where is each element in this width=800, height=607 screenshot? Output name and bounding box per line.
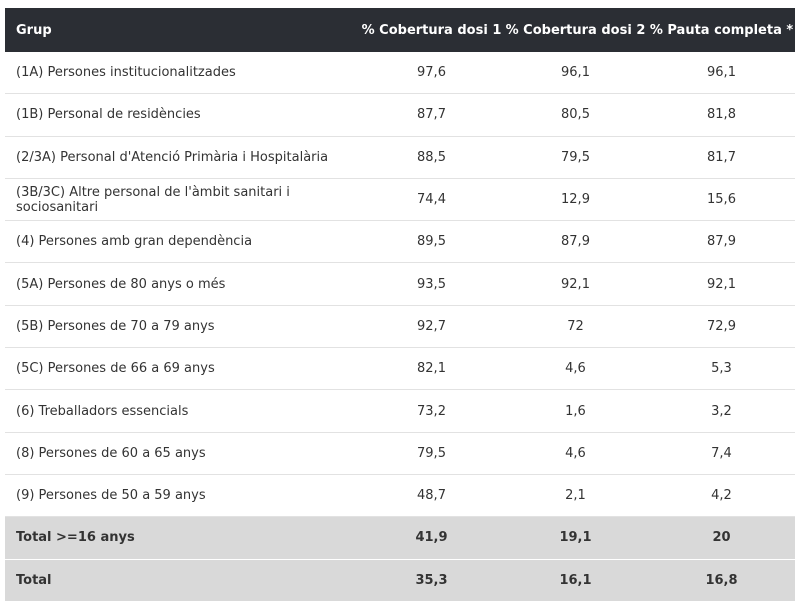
table-row: Total >=16 anys 41,9 19,1 20 bbox=[5, 516, 795, 560]
value-cell: 92,1 bbox=[648, 262, 795, 306]
header-row: Grup% Cobertura dosi 1% Cobertura dosi 2… bbox=[5, 8, 795, 52]
value-cell: 88,5 bbox=[360, 136, 503, 179]
header-cell: % Pauta completa * bbox=[648, 8, 795, 52]
value-cell: 7,4 bbox=[648, 432, 795, 475]
table-row: (6) Treballadors essencials 73,2 1,6 3,2 bbox=[5, 389, 795, 433]
value-cell: 97,6 bbox=[360, 52, 503, 95]
value-cell: 3,2 bbox=[648, 389, 795, 433]
coverage-table: Grup% Cobertura dosi 1% Cobertura dosi 2… bbox=[5, 8, 795, 602]
header-cell: % Cobertura dosi 2 bbox=[503, 8, 648, 52]
group-cell: Total bbox=[5, 559, 360, 602]
table-row: (5B) Persones de 70 a 79 anys 92,7 72 72,9 bbox=[5, 305, 795, 349]
group-cell: (1A) Persones institucionalitzades bbox=[5, 52, 360, 95]
value-cell: 73,2 bbox=[360, 389, 503, 433]
table-row: (1B) Personal de residències 87,7 80,5 81,8 bbox=[5, 93, 795, 137]
value-cell: 74,4 bbox=[360, 178, 503, 222]
table-row: (1A) Persones institucionalitzades 97,6 96… bbox=[5, 52, 795, 95]
value-cell: 20 bbox=[648, 516, 795, 560]
value-cell: 1,6 bbox=[503, 389, 648, 433]
group-cell: Total >=16 anys bbox=[5, 516, 360, 560]
value-cell: 81,8 bbox=[648, 93, 795, 137]
value-cell: 4,6 bbox=[503, 347, 648, 391]
header-cell: Grup bbox=[5, 8, 360, 52]
value-cell: 4,2 bbox=[648, 474, 795, 518]
value-cell: 93,5 bbox=[360, 262, 503, 306]
value-cell: 79,5 bbox=[360, 432, 503, 475]
table-row: (5A) Persones de 80 anys o més 93,5 92,1 92… bbox=[5, 262, 795, 306]
value-cell: 92,7 bbox=[360, 305, 503, 349]
value-cell: 87,9 bbox=[648, 220, 795, 264]
value-cell: 81,7 bbox=[648, 136, 795, 179]
value-cell: 12,9 bbox=[503, 178, 648, 222]
group-cell: (4) Persones amb gran dependència bbox=[5, 220, 360, 264]
value-cell: 82,1 bbox=[360, 347, 503, 391]
value-cell: 72,9 bbox=[648, 305, 795, 349]
value-cell: 87,7 bbox=[360, 93, 503, 137]
value-cell: 96,1 bbox=[648, 52, 795, 95]
group-cell: (5A) Persones de 80 anys o més bbox=[5, 262, 360, 306]
value-cell: 72 bbox=[503, 305, 648, 349]
value-cell: 19,1 bbox=[503, 516, 648, 560]
group-cell: (8) Persones de 60 a 65 anys bbox=[5, 432, 360, 475]
group-cell: (1B) Personal de residències bbox=[5, 93, 360, 137]
value-cell: 92,1 bbox=[503, 262, 648, 306]
group-cell: (9) Persones de 50 a 59 anys bbox=[5, 474, 360, 518]
group-cell: (5C) Persones de 66 a 69 anys bbox=[5, 347, 360, 391]
value-cell: 35,3 bbox=[360, 559, 503, 602]
value-cell: 41,9 bbox=[360, 516, 503, 560]
value-cell: 80,5 bbox=[503, 93, 648, 137]
group-cell: (2/3A) Personal d'Atenció Primària i Hos… bbox=[5, 136, 360, 179]
value-cell: 4,6 bbox=[503, 432, 648, 475]
value-cell: 87,9 bbox=[503, 220, 648, 264]
table-row: (9) Persones de 50 a 59 anys 48,7 2,1 4,2 bbox=[5, 474, 795, 518]
table-row: (5C) Persones de 66 a 69 anys 82,1 4,6 5,3 bbox=[5, 347, 795, 391]
value-cell: 96,1 bbox=[503, 52, 648, 95]
header-cell: % Cobertura dosi 1 bbox=[360, 8, 503, 52]
value-cell: 16,8 bbox=[648, 559, 795, 602]
value-cell: 48,7 bbox=[360, 474, 503, 518]
table-row: (2/3A) Personal d'Atenció Primària i Hos… bbox=[5, 136, 795, 179]
group-cell: (5B) Persones de 70 a 79 anys bbox=[5, 305, 360, 349]
table-row: Total 35,3 16,1 16,8 bbox=[5, 559, 795, 602]
value-cell: 16,1 bbox=[503, 559, 648, 602]
table-row: (3B/3C) Altre personal de l'àmbit sanita… bbox=[5, 178, 795, 222]
table-header: Grup% Cobertura dosi 1% Cobertura dosi 2… bbox=[5, 8, 795, 52]
table-body: (1A) Persones institucionalitzades 97,6 96… bbox=[5, 52, 795, 602]
value-cell: 2,1 bbox=[503, 474, 648, 518]
value-cell: 5,3 bbox=[648, 347, 795, 391]
table-row: (4) Persones amb gran dependència 89,5 87,… bbox=[5, 220, 795, 264]
group-cell: (3B/3C) Altre personal de l'àmbit sanita… bbox=[5, 178, 360, 222]
group-cell: (6) Treballadors essencials bbox=[5, 389, 360, 433]
value-cell: 79,5 bbox=[503, 136, 648, 179]
table-container: Grup% Cobertura dosi 1% Cobertura dosi 2… bbox=[5, 8, 795, 602]
table-row: (8) Persones de 60 a 65 anys 79,5 4,6 7,4 bbox=[5, 432, 795, 475]
value-cell: 89,5 bbox=[360, 220, 503, 264]
value-cell: 15,6 bbox=[648, 178, 795, 222]
